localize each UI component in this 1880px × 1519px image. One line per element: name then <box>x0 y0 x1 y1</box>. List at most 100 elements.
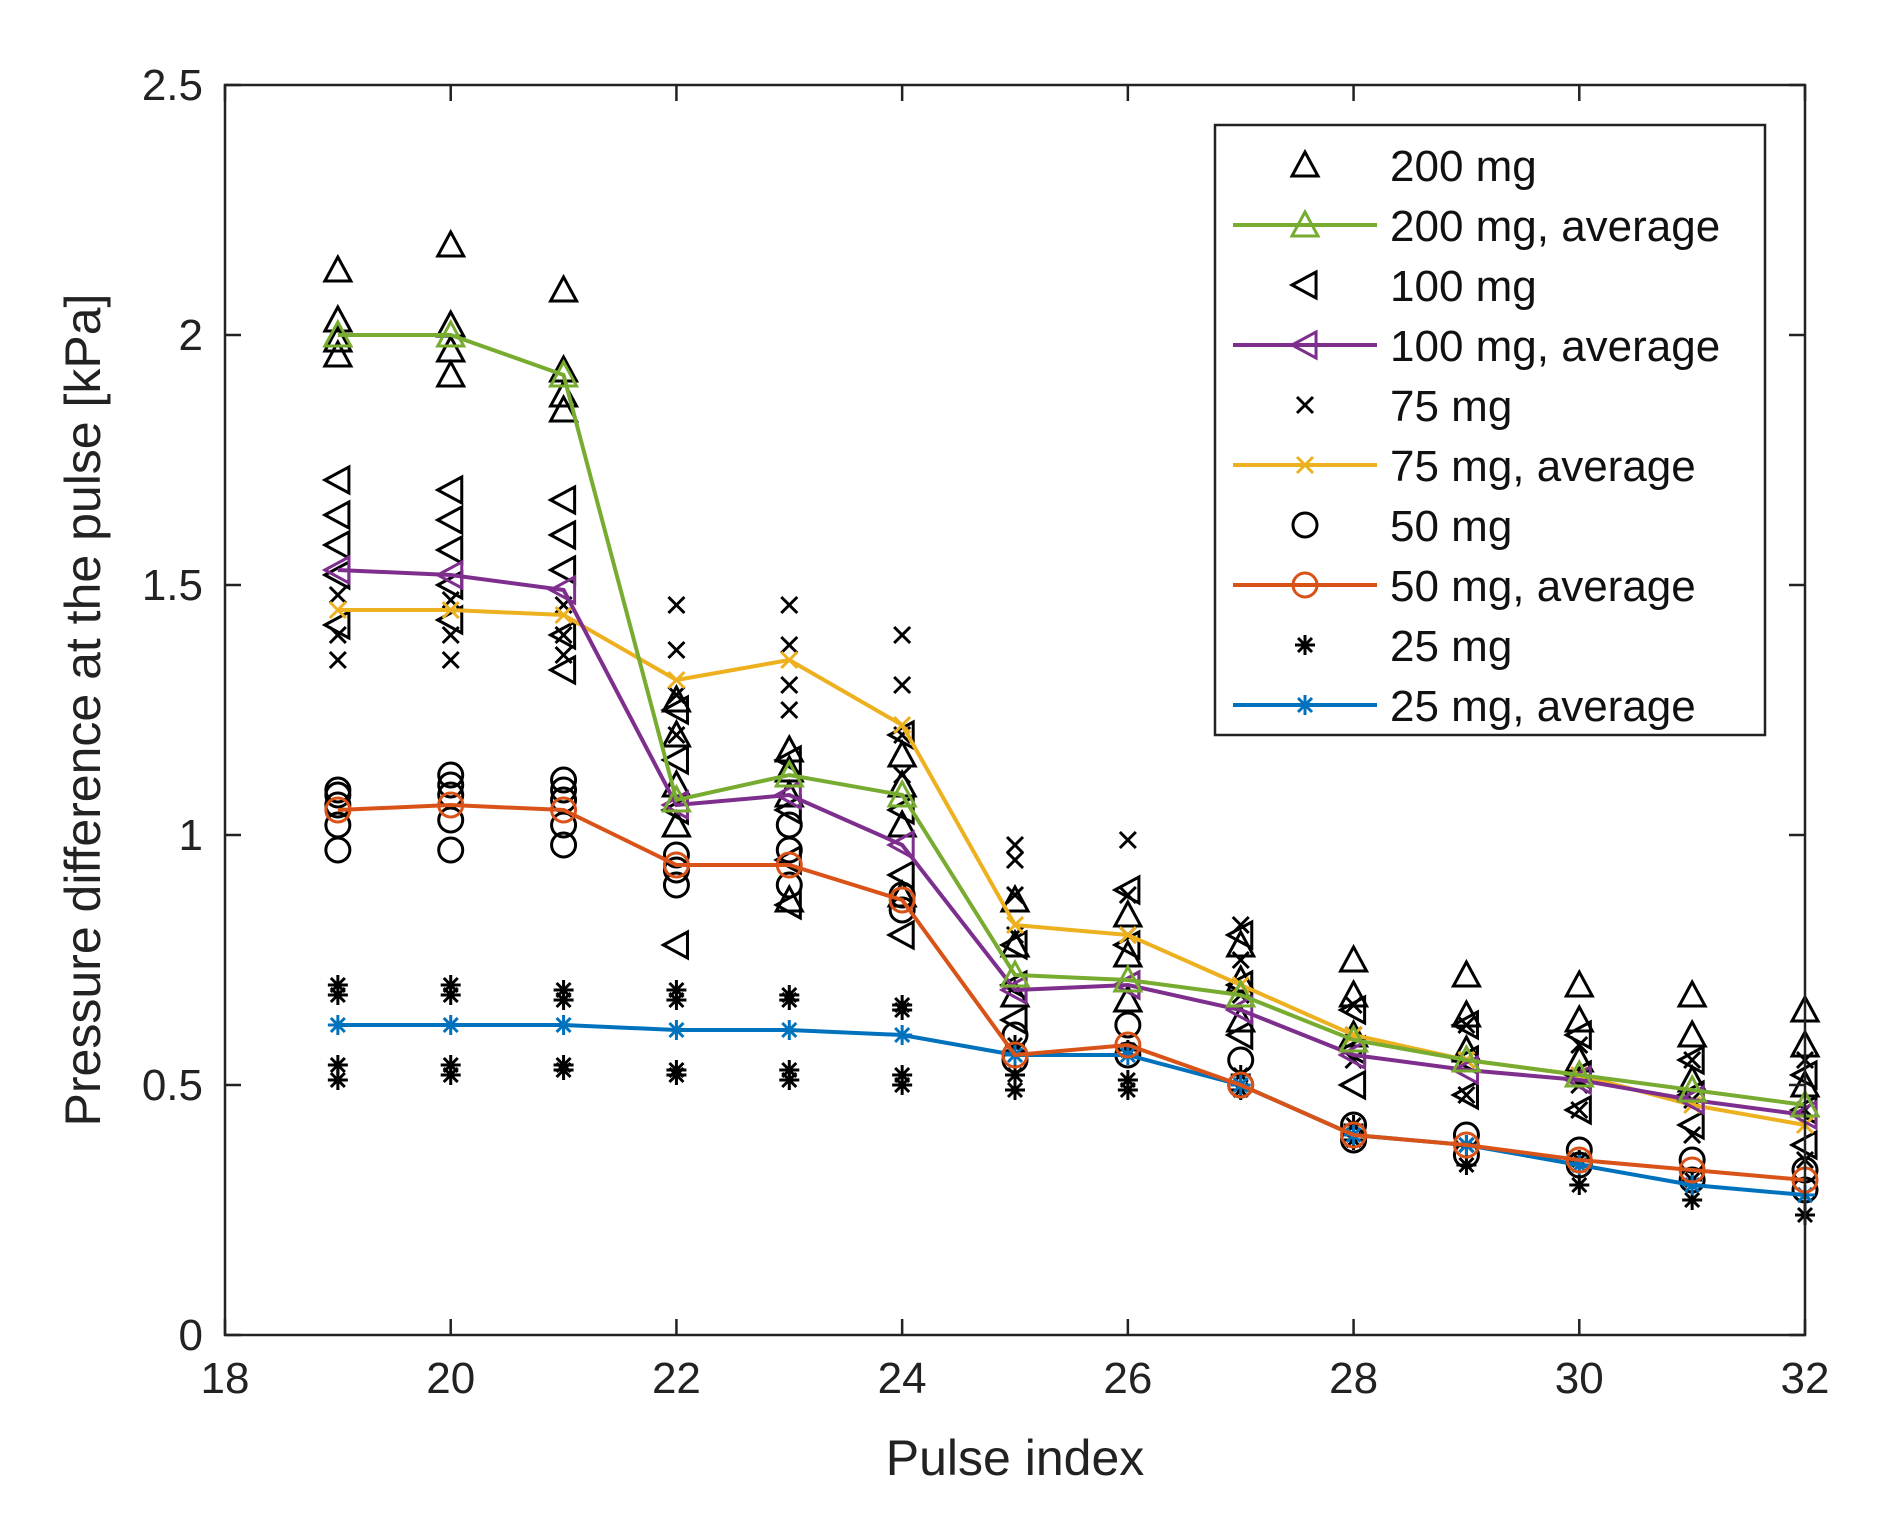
point-200-mg-average <box>886 778 918 808</box>
point-100-mg <box>885 719 915 751</box>
point-75-mg-average <box>554 605 573 625</box>
point-200-mg <box>886 738 918 768</box>
x-tick-label: 24 <box>878 1354 927 1403</box>
legend-marker-200-mg <box>1289 148 1321 178</box>
y-tick-label: 0.5 <box>142 1061 203 1110</box>
legend-marker-100-mg-average <box>1288 329 1318 361</box>
point-25-mg <box>1682 1190 1703 1210</box>
point-200-mg-average <box>1563 1058 1595 1088</box>
point-200-mg <box>999 883 1031 913</box>
point-100-mg <box>1450 1009 1479 1041</box>
point-75-mg <box>1118 885 1137 905</box>
point-75-mg <box>1231 950 1250 970</box>
point-200-mg-average <box>548 358 580 388</box>
legend-entry-200-mg: 200 mg <box>1289 142 1537 191</box>
point-25-mg <box>553 1060 574 1080</box>
point-100-mg-average <box>1337 1039 1367 1071</box>
point-100-mg-average <box>998 974 1028 1006</box>
point-75-mg <box>780 635 799 655</box>
point-100-mg <box>547 484 577 516</box>
point-100-mg <box>1224 1019 1254 1051</box>
axis-ticks: 18 20 22 24 26 28 30 32 0 0.5 1 1.5 2 2.5 <box>142 61 1830 1403</box>
point-100-mg-average <box>885 829 915 861</box>
legend-label: 50 mg, average <box>1390 562 1696 611</box>
point-100-mg-average <box>773 779 802 811</box>
point-100-mg-average <box>321 554 351 586</box>
point-100-mg <box>321 464 351 496</box>
point-200-mg <box>1676 1018 1708 1048</box>
point-50-mg-average <box>1565 1146 1593 1174</box>
point-50-mg-average <box>1340 1121 1368 1149</box>
point-25-mg <box>666 990 687 1010</box>
point-75-mg <box>1457 1015 1476 1035</box>
point-50-mg-average <box>775 851 803 879</box>
point-50-mg-average <box>888 886 916 914</box>
point-100-mg <box>773 794 802 826</box>
legend-marker-75-mg <box>1295 395 1315 415</box>
point-25-mg <box>440 985 461 1005</box>
point-75-mg <box>667 595 686 615</box>
legend: 200 mg 200 mg, average 100 mg 100 mg, avera… <box>1213 123 1767 737</box>
point-25-mg-average <box>553 1015 574 1035</box>
point-50-mg <box>437 836 465 864</box>
point-200-mg <box>660 808 692 838</box>
point-50-mg-average <box>324 796 352 824</box>
point-200-mg <box>322 338 354 368</box>
point-25-mg <box>327 1070 348 1090</box>
point-25-mg <box>440 1065 461 1085</box>
point-50-mg <box>662 871 690 899</box>
point-75-mg <box>667 685 686 705</box>
point-25-mg-average <box>327 1015 348 1035</box>
point-75-mg <box>1231 915 1250 935</box>
x-tick-label: 18 <box>201 1354 250 1403</box>
legend-label: 50 mg <box>1390 502 1512 551</box>
point-200-mg-average <box>1450 1043 1482 1073</box>
point-200-mg <box>322 323 354 353</box>
point-50-mg-average <box>662 851 690 879</box>
legend-entry-75-mg-average: 75 mg, average <box>1233 442 1696 491</box>
point-75-mg <box>1683 1125 1702 1145</box>
series-line-200-mg-average <box>337 333 1806 1107</box>
point-50-mg <box>324 781 352 809</box>
point-75-mg <box>780 700 799 720</box>
y-tick-label: 2.5 <box>142 61 203 110</box>
point-75-mg <box>1570 1035 1589 1055</box>
legend-marker-200-mg-average <box>1289 208 1321 238</box>
point-200-mg <box>548 273 580 303</box>
point-200-mg <box>1112 898 1144 928</box>
point-75-mg <box>328 625 347 645</box>
legend-label: 25 mg <box>1390 622 1512 671</box>
legend-marker-25-mg <box>1295 635 1315 655</box>
point-200-mg <box>322 303 354 333</box>
point-100-mg <box>885 919 915 951</box>
y-tick-label: 0 <box>179 1311 203 1360</box>
legend-label: 100 mg <box>1390 262 1537 311</box>
point-200-mg-average <box>435 318 467 348</box>
legend-entry-200-mg-average: 200 mg, average <box>1233 202 1720 251</box>
point-50-mg <box>437 806 465 834</box>
legend-marker-75-mg-average <box>1295 455 1315 475</box>
point-100-mg <box>1563 1019 1592 1051</box>
plot-frame <box>223 83 1807 1337</box>
point-200-mg <box>548 393 580 423</box>
point-50-mg <box>324 836 352 864</box>
point-100-mg <box>1450 1079 1479 1111</box>
point-200-mg-average <box>773 758 805 788</box>
point-50-mg <box>550 776 578 804</box>
x-tick-label: 20 <box>426 1354 475 1403</box>
series-25-mg-average <box>327 1015 1815 1205</box>
legend-marker-25-mg-average <box>1295 695 1315 715</box>
point-50-mg-average <box>1227 1071 1255 1099</box>
point-25-mg-average <box>440 1015 461 1035</box>
point-100-mg <box>1224 919 1254 951</box>
point-100-mg <box>321 499 351 531</box>
point-25-mg <box>666 1065 687 1085</box>
point-100-mg <box>1675 1044 1705 1076</box>
point-200-mg-average <box>1112 963 1144 993</box>
series-200-mg-average <box>322 318 1821 1118</box>
point-25-mg <box>553 990 574 1010</box>
legend-label: 25 mg, average <box>1390 682 1696 731</box>
point-100-mg-average <box>547 574 577 606</box>
point-200-mg <box>999 928 1031 958</box>
